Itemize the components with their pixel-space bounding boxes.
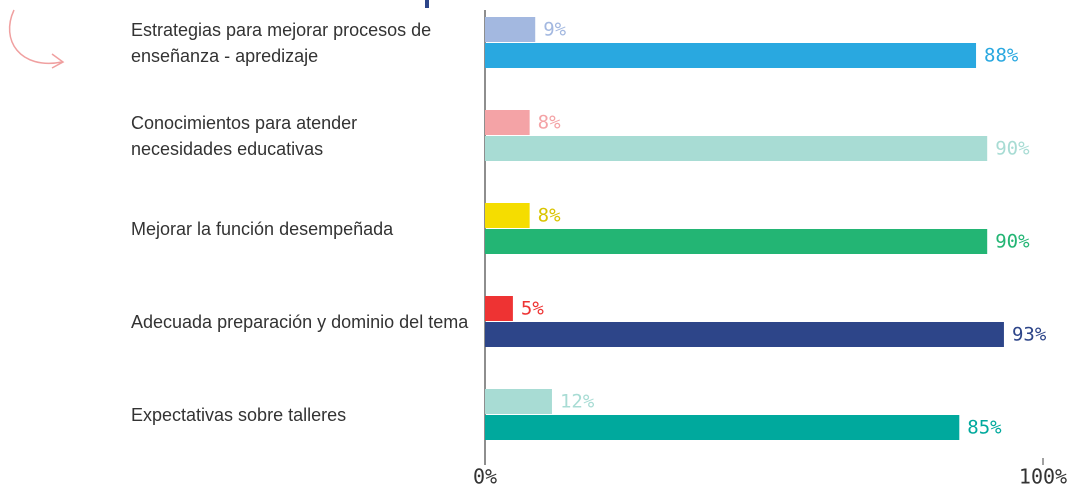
value-label: 88% xyxy=(984,45,1019,67)
value-label: 85% xyxy=(967,417,1002,439)
category-label: Adecuada preparación y dominio del tema xyxy=(131,312,469,332)
value-label: 90% xyxy=(995,231,1030,253)
value-label: 90% xyxy=(995,138,1030,160)
value-label: 5% xyxy=(521,298,544,320)
value-label: 12% xyxy=(560,391,595,413)
category-label: Mejorar la función desempeñada xyxy=(131,219,394,239)
bar xyxy=(485,43,977,68)
bar xyxy=(485,136,988,161)
x-tick-label: 100% xyxy=(1019,465,1067,489)
bar xyxy=(485,17,536,42)
bar xyxy=(485,203,530,228)
bar xyxy=(485,296,513,321)
value-label: 8% xyxy=(538,112,561,134)
category-label: Expectativas sobre talleres xyxy=(131,405,347,425)
bar xyxy=(485,229,988,254)
value-label: 9% xyxy=(543,19,566,41)
bar xyxy=(485,389,552,414)
bar xyxy=(485,110,530,135)
bar xyxy=(485,415,960,440)
value-label: 93% xyxy=(1012,324,1047,346)
category-label: Conocimientos para atender necesidades e… xyxy=(131,113,358,159)
category-label: Estrategias para mejorar procesos de ens… xyxy=(131,20,432,66)
x-tick-label: 0% xyxy=(473,465,497,489)
bar xyxy=(485,322,1004,347)
value-label: 8% xyxy=(538,205,561,227)
decoration xyxy=(425,0,429,8)
decorative-arrow xyxy=(8,9,65,69)
